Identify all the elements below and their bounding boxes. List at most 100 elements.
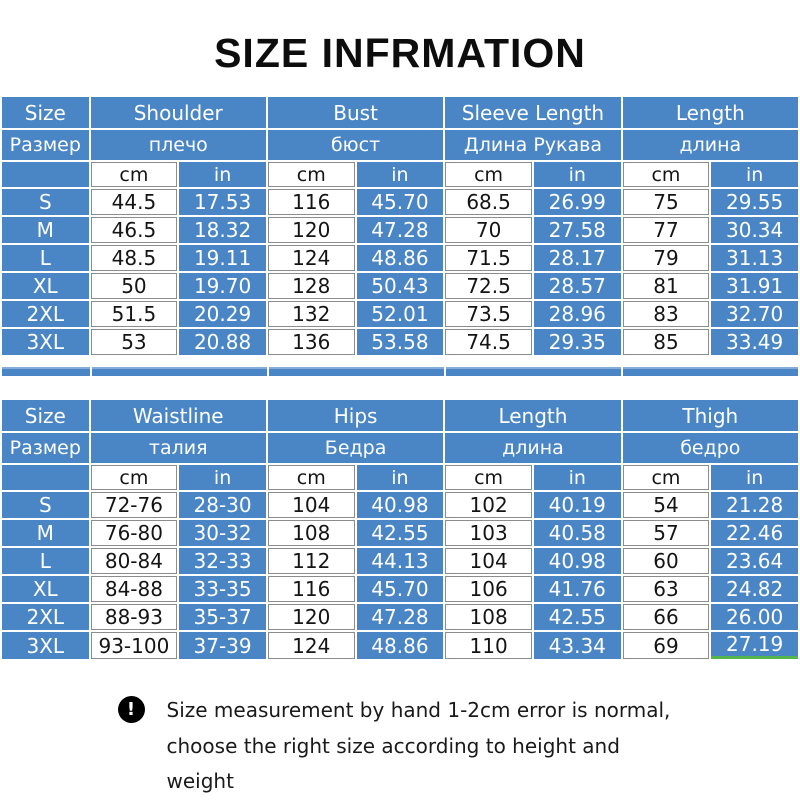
value-cell: 116 [267, 576, 355, 602]
size-table-tops: Size Shoulder Bust Sleeve Length Length Разме… [0, 95, 800, 357]
value-cell: 50 [90, 273, 178, 299]
unit-cell-in: in [533, 162, 621, 187]
page-title: SIZE INFRMATION [214, 30, 586, 76]
size-cell: 2XL [2, 604, 89, 630]
value-cell: 19.70 [179, 273, 266, 299]
value-cell: 83 [622, 301, 710, 327]
value-cell: 31.13 [711, 245, 798, 271]
value-cell: 68.5 [445, 189, 532, 215]
unit-cell-cm: cm [267, 162, 355, 187]
value-cell: 112 [267, 548, 355, 574]
size-cell: L [2, 245, 89, 271]
header-cell-en: Waistline [90, 400, 266, 431]
value-cell: 41.76 [533, 576, 621, 602]
value-cell: 77 [622, 217, 710, 243]
header-cell-ru: плечо [90, 130, 266, 160]
value-cell: 28-30 [179, 492, 266, 518]
value-cell: 40.58 [533, 520, 621, 546]
size-cell: 3XL [2, 329, 89, 355]
header-cell-ru: талия [90, 433, 266, 463]
measurement-note: ! Size measurement by hand 1-2cm error i… [117, 693, 683, 800]
unit-cell-cm: cm [90, 162, 178, 187]
size-table-bottoms: Size Waistline Hips Length Thigh Размер талия Б… [0, 398, 800, 661]
value-cell: 53 [90, 329, 178, 355]
header-cell-en: Length [445, 400, 621, 431]
size-cell: S [2, 492, 89, 518]
value-cell: 93-100 [90, 632, 178, 659]
table-row: L 80-84 32-33 112 44.13 104 40.98 60 23.64 [2, 548, 798, 574]
value-cell: 120 [267, 217, 355, 243]
value-cell: 120 [267, 604, 355, 630]
value-cell: 80-84 [90, 548, 178, 574]
unit-cell-in: in [356, 465, 444, 490]
unit-cell-in: in [179, 162, 266, 187]
value-cell: 44.5 [90, 189, 178, 215]
value-cell: 72-76 [90, 492, 178, 518]
value-cell: 79 [622, 245, 710, 271]
value-cell: 28.96 [533, 301, 621, 327]
value-cell: 22.46 [711, 520, 798, 546]
header-size-en: Size [2, 97, 89, 128]
value-cell: 71.5 [445, 245, 532, 271]
header-cell-ru: длина [622, 130, 798, 160]
value-cell: 116 [267, 189, 355, 215]
value-cell: 132 [267, 301, 355, 327]
unit-cell-in: in [179, 465, 266, 490]
value-cell: 57 [622, 520, 710, 546]
value-cell: 104 [267, 492, 355, 518]
table-row: XL 50 19.70 128 50.43 72.5 28.57 81 31.91 [2, 273, 798, 299]
value-cell: 27.58 [533, 217, 621, 243]
value-cell: 104 [445, 548, 532, 574]
value-cell: 37-39 [179, 632, 266, 659]
header-unit-blank [2, 162, 89, 187]
value-cell: 70 [445, 217, 532, 243]
header-unit-blank [2, 465, 89, 490]
value-cell: 88-93 [90, 604, 178, 630]
value-cell: 50.43 [356, 273, 444, 299]
header-cell-en: Sleeve Length [445, 97, 621, 128]
size-cell: M [2, 217, 89, 243]
table-row: 2XL 88-93 35-37 120 47.28 108 42.55 66 26.00 [2, 604, 798, 630]
value-cell: 52.01 [356, 301, 444, 327]
value-cell: 28.17 [533, 245, 621, 271]
value-cell: 103 [445, 520, 532, 546]
size-cell: L [2, 548, 89, 574]
value-cell: 69 [622, 632, 710, 659]
value-cell: 45.70 [356, 189, 444, 215]
value-cell: 42.55 [356, 520, 444, 546]
value-cell: 73.5 [445, 301, 532, 327]
value-cell: 81 [622, 273, 710, 299]
value-cell: 40.98 [356, 492, 444, 518]
value-cell: 108 [445, 604, 532, 630]
size-cell: XL [2, 576, 89, 602]
header-cell-en: Shoulder [90, 97, 266, 128]
value-cell: 20.29 [179, 301, 266, 327]
table-row: M 76-80 30-32 108 42.55 103 40.58 57 22.46 [2, 520, 798, 546]
value-cell: 54 [622, 492, 710, 518]
header-cell-en: Hips [267, 400, 444, 431]
size-cell: M [2, 520, 89, 546]
unit-cell-cm: cm [90, 465, 178, 490]
value-cell: 29.35 [533, 329, 621, 355]
value-cell: 128 [267, 273, 355, 299]
size-cell: XL [2, 273, 89, 299]
value-cell: 40.98 [533, 548, 621, 574]
value-cell: 40.19 [533, 492, 621, 518]
value-cell: 35-37 [179, 604, 266, 630]
value-cell: 108 [267, 520, 355, 546]
value-cell: 63 [622, 576, 710, 602]
separator-segment [92, 367, 267, 376]
header-size-en: Size [2, 400, 89, 431]
value-cell: 30.34 [711, 217, 798, 243]
unit-cell-cm: cm [267, 465, 355, 490]
value-cell: 110 [445, 632, 532, 659]
value-cell: 33-35 [179, 576, 266, 602]
value-cell: 42.55 [533, 604, 621, 630]
value-cell: 48.86 [356, 245, 444, 271]
unit-cell-in: in [533, 465, 621, 490]
value-cell: 124 [267, 245, 355, 271]
value-cell: 32-33 [179, 548, 266, 574]
value-cell: 48.86 [356, 632, 444, 659]
value-cell: 18.32 [179, 217, 266, 243]
value-cell: 33.49 [711, 329, 798, 355]
